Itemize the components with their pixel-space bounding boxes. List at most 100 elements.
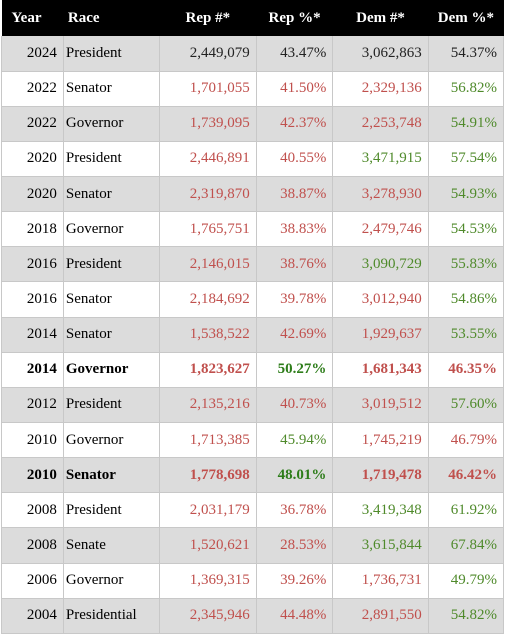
- header-year[interactable]: Year: [1, 0, 64, 36]
- cell-rep-percent: 39.78%: [255, 281, 334, 318]
- cell-rep-number: 1,739,095: [158, 106, 257, 142]
- cell-rep-percent: 38.83%: [255, 211, 334, 248]
- cell-race: President: [62, 141, 160, 178]
- cell-rep-percent: 38.87%: [255, 176, 334, 213]
- cell-year: 2004: [1, 598, 64, 634]
- cell-dem-percent: 56.82%: [427, 71, 505, 107]
- header-race[interactable]: Race: [63, 0, 160, 36]
- cell-dem-percent: 54.37%: [427, 36, 505, 72]
- cell-year: 2014: [1, 317, 64, 353]
- cell-dem-percent: 57.54%: [427, 141, 505, 178]
- cell-dem-percent: 46.35%: [427, 352, 505, 388]
- cell-rep-number: 2,446,891: [158, 141, 257, 178]
- cell-dem-percent: 54.86%: [427, 281, 505, 318]
- cell-dem-number: 1,681,343: [332, 352, 429, 388]
- cell-dem-number: 3,062,863: [332, 36, 429, 72]
- cell-rep-percent: 45.94%: [255, 422, 334, 459]
- table-row: 2016 President 2,146,015 38.76% 3,090,729 55.…: [1, 246, 505, 283]
- cell-dem-percent: 54.93%: [427, 176, 505, 213]
- cell-rep-percent: 50.27%: [255, 352, 334, 388]
- cell-rep-percent: 39.26%: [255, 563, 334, 599]
- cell-dem-percent: 67.84%: [427, 527, 505, 564]
- cell-rep-percent: 36.78%: [255, 492, 334, 529]
- cell-race: Governor: [62, 563, 160, 599]
- cell-dem-number: 2,329,136: [332, 71, 429, 107]
- cell-race: Senator: [62, 176, 160, 213]
- cell-year: 2016: [1, 281, 64, 318]
- cell-dem-percent: 54.82%: [427, 598, 505, 634]
- cell-year: 2006: [1, 563, 64, 599]
- table-header-row: Year Race Rep #* Rep %* Dem #* Dem %*: [1, 0, 505, 36]
- cell-year: 2018: [1, 211, 64, 248]
- table-row: 2018 Governor 1,765,751 38.83% 2,479,746 54.5…: [1, 211, 505, 248]
- cell-race: President: [62, 246, 160, 283]
- cell-dem-number: 3,278,930: [332, 176, 429, 213]
- cell-dem-percent: 46.42%: [427, 457, 505, 494]
- table-row: 2008 President 2,031,179 36.78% 3,419,348 61.…: [1, 492, 505, 529]
- cell-rep-percent: 38.76%: [255, 246, 334, 283]
- cell-race: Senator: [62, 71, 160, 107]
- cell-rep-number: 2,135,216: [158, 387, 257, 424]
- cell-dem-number: 1,745,219: [332, 422, 429, 459]
- cell-dem-percent: 61.92%: [427, 492, 505, 529]
- table-body: 2024 President 2,449,079 43.47% 3,062,863 54.…: [1, 36, 505, 634]
- cell-rep-percent: 42.37%: [255, 106, 334, 142]
- cell-dem-number: 2,253,748: [332, 106, 429, 142]
- cell-rep-percent: 40.73%: [255, 387, 334, 424]
- cell-rep-number: 2,146,015: [158, 246, 257, 283]
- header-dem-percent[interactable]: Dem %*: [428, 0, 505, 36]
- cell-rep-percent: 28.53%: [255, 527, 334, 564]
- table-row: 2024 President 2,449,079 43.47% 3,062,863 54.…: [1, 36, 505, 72]
- header-rep-number[interactable]: Rep #*: [159, 0, 257, 36]
- cell-dem-number: 3,012,940: [332, 281, 429, 318]
- cell-race: President: [62, 387, 160, 424]
- cell-year: 2008: [1, 492, 64, 529]
- cell-rep-number: 2,319,870: [158, 176, 257, 213]
- cell-race: Senator: [62, 281, 160, 318]
- cell-rep-percent: 40.55%: [255, 141, 334, 178]
- cell-year: 2022: [1, 71, 64, 107]
- cell-rep-percent: 42.69%: [255, 317, 334, 353]
- cell-dem-percent: 54.53%: [427, 211, 505, 248]
- cell-rep-number: 1,520,621: [158, 527, 257, 564]
- cell-rep-percent: 41.50%: [255, 71, 334, 107]
- cell-rep-number: 1,538,522: [158, 317, 257, 353]
- cell-rep-number: 1,701,055: [158, 71, 257, 107]
- cell-rep-number: 2,184,692: [158, 281, 257, 318]
- table-row: 2010 Governor 1,713,385 45.94% 1,745,219 46.7…: [1, 422, 505, 459]
- cell-year: 2020: [1, 141, 64, 178]
- cell-dem-number: 3,471,915: [332, 141, 429, 178]
- header-rep-percent[interactable]: Rep %*: [256, 0, 334, 36]
- table-row: 2006 Governor 1,369,315 39.26% 1,736,731 49.7…: [1, 563, 505, 599]
- cell-dem-number: 2,479,746: [332, 211, 429, 248]
- cell-rep-number: 1,765,751: [158, 211, 257, 248]
- cell-year: 2022: [1, 106, 64, 142]
- cell-year: 2008: [1, 527, 64, 564]
- cell-race: President: [62, 36, 160, 72]
- cell-dem-number: 1,736,731: [332, 563, 429, 599]
- cell-rep-number: 1,713,385: [158, 422, 257, 459]
- cell-year: 2010: [1, 422, 64, 459]
- cell-year: 2016: [1, 246, 64, 283]
- cell-dem-number: 3,419,348: [332, 492, 429, 529]
- cell-dem-percent: 53.55%: [427, 317, 505, 353]
- cell-rep-number: 2,449,079: [158, 36, 257, 72]
- cell-race: President: [62, 492, 160, 529]
- cell-rep-number: 1,823,627: [158, 352, 257, 388]
- cell-race: Governor: [62, 422, 160, 459]
- cell-rep-number: 2,031,179: [158, 492, 257, 529]
- table-row: 2022 Senator 1,701,055 41.50% 2,329,136 56.82…: [1, 71, 505, 107]
- table-row: 2010 Senator 1,778,698 48.01% 1,719,478 46.42…: [1, 457, 505, 494]
- cell-year: 2014: [1, 352, 64, 388]
- header-dem-number[interactable]: Dem #*: [332, 0, 429, 36]
- cell-dem-number: 1,929,637: [332, 317, 429, 353]
- cell-dem-number: 1,719,478: [332, 457, 429, 494]
- cell-dem-percent: 54.91%: [427, 106, 505, 142]
- table-row: 2020 Senator 2,319,870 38.87% 3,278,930 54.93…: [1, 176, 505, 213]
- cell-rep-number: 1,778,698: [158, 457, 257, 494]
- cell-dem-percent: 49.79%: [427, 563, 505, 599]
- cell-dem-number: 3,019,512: [332, 387, 429, 424]
- cell-race: Governor: [62, 211, 160, 248]
- table-row: 2020 President 2,446,891 40.55% 3,471,915 57.…: [1, 141, 505, 178]
